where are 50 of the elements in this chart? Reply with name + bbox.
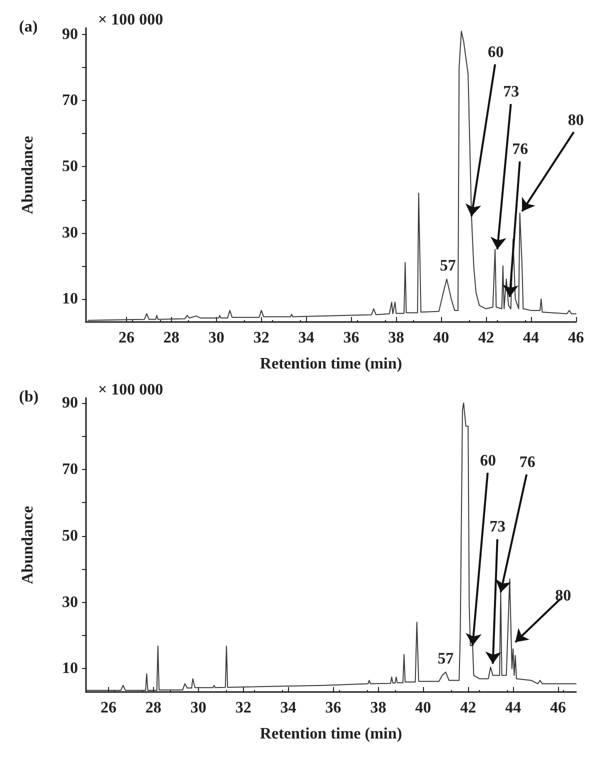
y-tick-label: 10 bbox=[62, 290, 78, 308]
y-tick-label: 50 bbox=[62, 158, 78, 176]
x-tick-label: 44 bbox=[523, 330, 540, 346]
x-tick-label: 40 bbox=[433, 330, 450, 346]
x-tick-label: 46 bbox=[568, 330, 584, 346]
x-tick-label: 32 bbox=[235, 700, 252, 716]
x-tick-label: 34 bbox=[298, 330, 314, 346]
annotation: × 100 000 bbox=[98, 12, 164, 28]
x-axis-title: Retention time (min) bbox=[260, 726, 402, 742]
annotation: 73 bbox=[503, 83, 520, 100]
x-tick-label: 38 bbox=[370, 700, 386, 716]
y-tick-label: 90 bbox=[62, 26, 78, 44]
annotation: 60 bbox=[488, 44, 504, 61]
x-tick-label: 46 bbox=[550, 700, 566, 716]
x-tick-label: 32 bbox=[253, 330, 270, 346]
x-tick-label: 30 bbox=[190, 700, 206, 716]
y-tick-label: 50 bbox=[62, 527, 78, 544]
chart-title: (a) bbox=[19, 18, 38, 36]
chart-title: (b) bbox=[19, 388, 39, 406]
y-tick-label: 70 bbox=[62, 92, 78, 110]
x-axis-title: Retention time (min) bbox=[260, 356, 402, 372]
x-tick-label: 36 bbox=[343, 330, 360, 346]
annotation: 76 bbox=[512, 140, 528, 158]
x-tick-label: 44 bbox=[505, 700, 522, 716]
annotation: 76 bbox=[519, 454, 536, 471]
x-tick-label: 38 bbox=[388, 330, 404, 346]
x-tick-label: 36 bbox=[325, 700, 342, 716]
y-axis-title: Abundance bbox=[20, 506, 36, 584]
y-tick-label: 90 bbox=[62, 394, 78, 412]
y-tick-label: 30 bbox=[62, 594, 78, 611]
x-tick-label: 42 bbox=[460, 700, 476, 716]
annotation: 60 bbox=[480, 452, 496, 470]
x-tick-label: 28 bbox=[145, 700, 162, 716]
x-tick-label: 26 bbox=[118, 330, 134, 346]
annotation: 80 bbox=[568, 112, 584, 130]
y-tick-label: 10 bbox=[62, 660, 78, 678]
x-tick-label: 26 bbox=[100, 700, 116, 716]
x-tick-label: 34 bbox=[280, 700, 296, 716]
x-tick-label: 42 bbox=[478, 330, 494, 346]
x-tick-label: 40 bbox=[415, 700, 432, 716]
y-axis-title: Abundance bbox=[20, 136, 36, 214]
annotation: 73 bbox=[489, 518, 506, 536]
annotation: 57 bbox=[440, 257, 456, 274]
text: × 100 000 bbox=[98, 382, 164, 398]
x-tick-label: 28 bbox=[163, 330, 180, 346]
annotation: 80 bbox=[555, 588, 572, 605]
annotation: 57 bbox=[438, 650, 454, 668]
y-tick-label: 30 bbox=[62, 224, 78, 242]
x-tick-label: 30 bbox=[208, 330, 224, 346]
y-tick-label: 70 bbox=[62, 460, 78, 478]
